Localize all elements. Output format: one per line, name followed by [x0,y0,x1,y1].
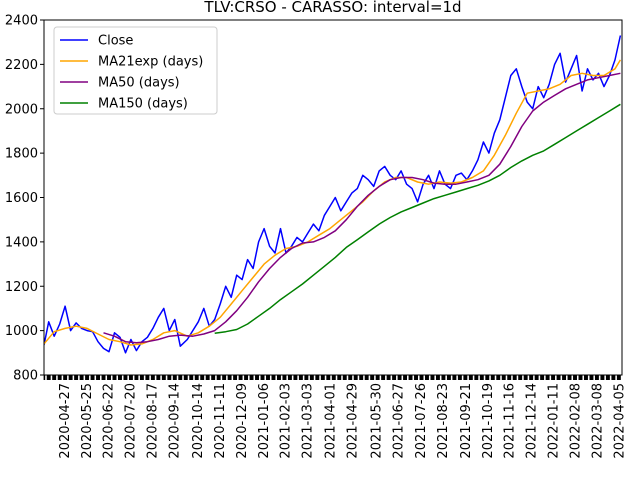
plot-frame [43,19,623,376]
x-tick-label: 2021-11-16 [503,383,518,459]
x-tick-label: 2020-08-17 [146,383,161,459]
series-line-3 [214,103,621,335]
x-tick-label: 2020-12-09 [235,383,250,459]
y-tick-label: 2000 [5,102,38,117]
y-tick-label: 1200 [5,280,38,295]
y-tick-label: 2400 [5,14,38,29]
x-tick-label: 2021-02-03 [279,383,294,459]
x-daily-ticks [43,375,621,380]
x-tick-label: 2021-08-23 [436,383,451,459]
series-line-2 [103,72,621,344]
x-tick-label: 2020-11-11 [213,383,228,459]
x-tick-label: 2021-01-06 [257,383,272,459]
legend: Close MA21exp (days) MA50 (days) MA150 (day… [53,26,218,115]
series-line-1 [44,59,622,346]
plot-area [44,35,622,354]
legend-label: MA21exp (days) [98,55,203,70]
x-tick-label: 2020-10-14 [191,383,206,459]
x-tick-label: 2020-05-25 [80,383,95,459]
y-tick-label: 1600 [5,191,38,206]
x-tick-label: 2021-12-14 [525,383,540,459]
x-tick-label: 2022-04-05 [612,383,627,459]
y-axis: 800 1000 1200 1400 1600 1800 2000 2200 2400 [5,14,44,384]
x-tick-label: 2022-03-08 [590,383,605,459]
y-tick-label: 1400 [5,235,38,250]
x-tick-label: 2020-06-22 [102,383,117,459]
x-tick-label: 2020-09-14 [168,383,183,459]
legend-label: Close [98,34,133,49]
x-tick-label: 2021-04-29 [345,383,360,459]
x-axis: 2020-04-27 2020-05-25 2020-06-22 2020-07-20… [43,375,627,459]
x-tick-label: 2021-04-01 [323,383,338,459]
y-tick-label: 1000 [5,324,38,339]
x-tick-label: 2022-01-11 [547,383,562,459]
x-tick-label: 2021-07-26 [414,383,429,459]
x-tick-label: 2021-03-03 [301,383,316,459]
x-tick-label: 2020-07-20 [124,383,139,459]
series-layer [44,35,622,354]
legend-label: MA150 (days) [98,97,188,112]
chart-title: TLV:CRSO - CARASSO: interval=1d [203,0,461,16]
x-tick-label: 2021-06-27 [392,383,407,459]
y-tick-label: 1800 [5,147,38,162]
y-tick-label: 2200 [5,58,38,73]
x-tick-label: 2021-10-19 [481,383,496,459]
legend-label: MA50 (days) [98,76,180,91]
x-tick-label: 2021-09-21 [459,383,474,459]
series-line-0 [44,35,622,354]
x-tick-label: 2021-05-30 [370,383,385,459]
legend-box [53,26,218,115]
y-tick-label: 800 [13,369,38,384]
x-tick-label: 2020-04-27 [58,383,73,459]
x-tick-label: 2022-02-08 [569,383,584,459]
